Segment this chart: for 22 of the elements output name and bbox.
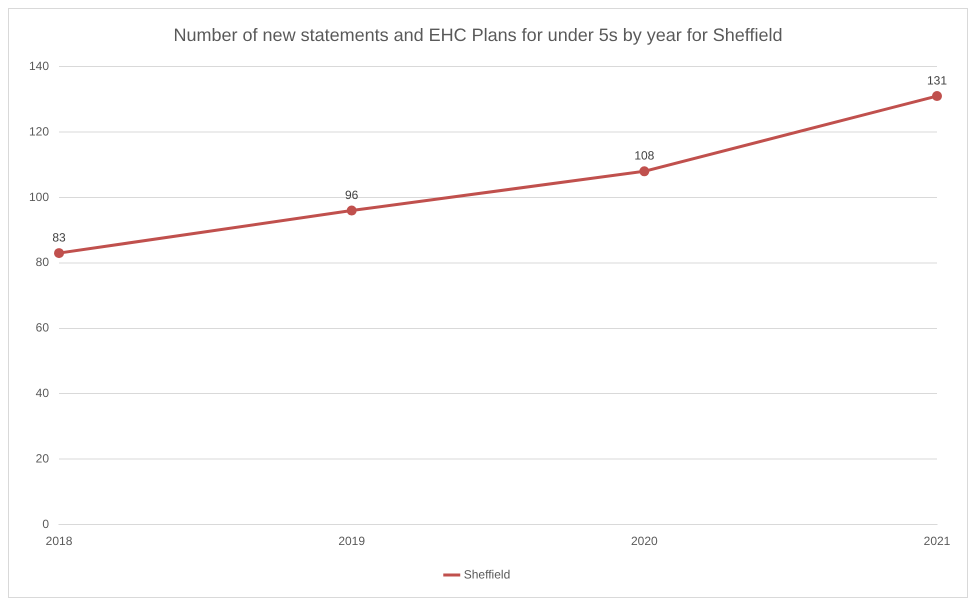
y-tick-label: 40	[36, 386, 50, 400]
x-tick-label: 2018	[46, 534, 73, 548]
data-label: 83	[52, 230, 66, 244]
data-label: 131	[926, 73, 948, 88]
y-tick-label: 60	[36, 320, 50, 335]
x-tick-label: 2019	[338, 534, 366, 548]
y-tick-label: 140	[28, 58, 50, 73]
x-tick-label: 2021	[924, 534, 951, 548]
point	[639, 166, 650, 176]
x-tick-label: 2020	[630, 534, 658, 548]
data-label: 108	[634, 148, 655, 163]
chart-title: Number of new statements and EHC Plans for under 5s by year for Sheffield	[174, 24, 782, 45]
y-tick-label: 20	[36, 451, 50, 466]
point	[346, 206, 357, 216]
point	[54, 248, 64, 258]
data-label: 96	[345, 188, 359, 202]
legend-label: Sheffield	[464, 567, 510, 582]
y-tick-label: 120	[28, 124, 50, 138]
point	[932, 91, 942, 102]
y-tick-label: 0	[42, 516, 50, 531]
y-tick-label: 80	[36, 255, 50, 270]
y-tick-label: 100	[28, 190, 50, 204]
